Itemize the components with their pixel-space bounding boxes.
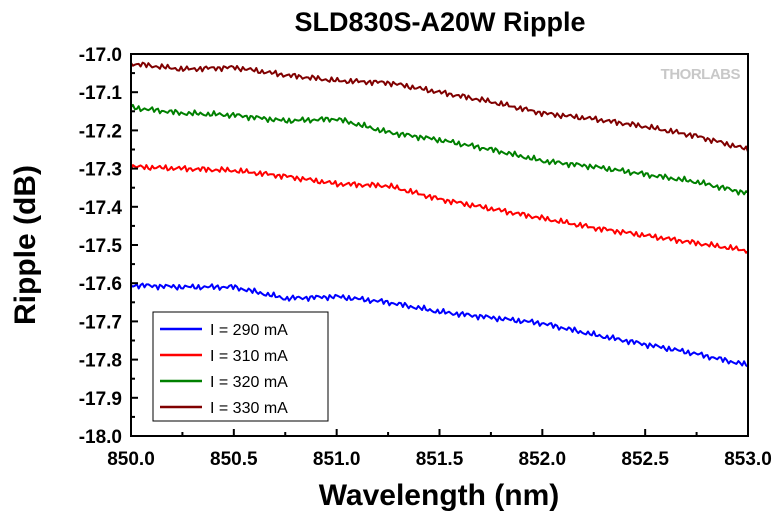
y-tick-label: -17.1 (79, 83, 123, 104)
y-tick-label: -17.0 (79, 45, 122, 66)
x-tick-label: 853.0 (724, 449, 772, 470)
y-tick-label: -18.0 (79, 427, 122, 448)
y-tick-label: -17.9 (79, 389, 122, 410)
chart-title: SLD830S-A20W Ripple (294, 7, 585, 37)
legend-label: I = 330 mA (210, 400, 288, 417)
legend-label: I = 290 mA (210, 322, 288, 339)
y-tick-label: -17.7 (79, 312, 122, 333)
series-layer (130, 61, 749, 368)
legend-label: I = 310 mA (210, 348, 288, 365)
y-axis-label: Ripple (dB) (9, 165, 42, 325)
series-line (130, 164, 749, 254)
tick-layer: 850.0 850.5 851.0 851.5 852.0 852.5 853.0 -17.0… (79, 45, 772, 470)
series-line (130, 282, 749, 368)
y-tick-label: -17.8 (79, 351, 122, 372)
x-tick-label: 850.5 (210, 449, 258, 470)
x-tick-label: 852.0 (519, 449, 567, 470)
series-line (130, 61, 749, 153)
x-tick-label: 850.0 (107, 449, 155, 470)
watermark-logo: THORLABS (661, 66, 741, 83)
series-line (130, 103, 749, 196)
y-tick-label: -17.3 (79, 160, 122, 181)
legend-label: I = 320 mA (210, 374, 288, 391)
y-tick-label: -17.4 (79, 198, 123, 219)
y-tick-label: -17.5 (79, 236, 123, 257)
y-tick-label: -17.6 (79, 274, 122, 295)
legend: I = 290 mA I = 310 mA I = 320 mA I = 330 mA (152, 311, 329, 422)
x-tick-label: 851.0 (313, 449, 361, 470)
x-tick-label: 852.5 (621, 449, 669, 470)
x-axis-label: Wavelength (nm) (319, 479, 560, 512)
x-tick-label: 851.5 (416, 449, 464, 470)
y-tick-label: -17.2 (79, 121, 122, 142)
